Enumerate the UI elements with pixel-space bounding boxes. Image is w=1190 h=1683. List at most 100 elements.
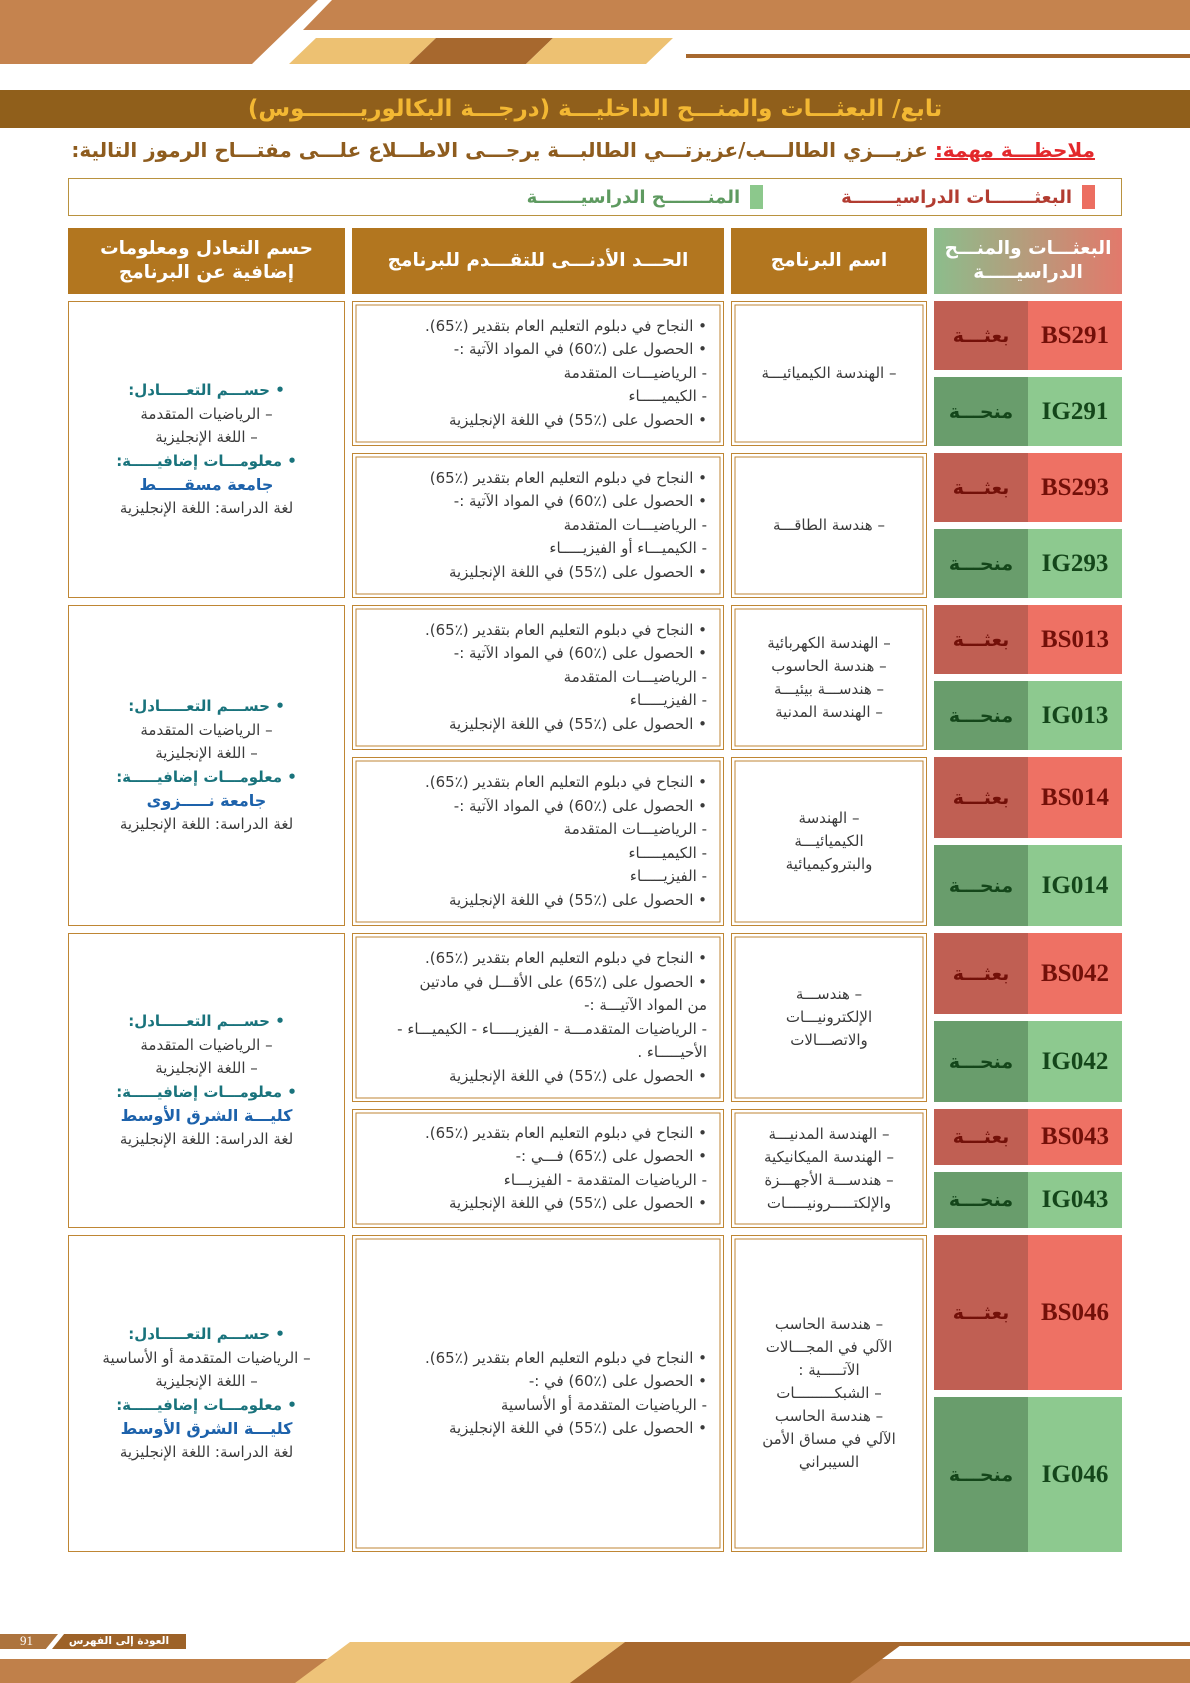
code-type-label: منحـــة [934, 845, 1028, 926]
code-type-label: منحـــة [934, 1172, 1028, 1228]
top-banner-decoration [0, 0, 1190, 64]
tiebreak-subjects: – الرياضيات المتقدمة – اللغة الإنجليزية [140, 720, 273, 763]
tiebreak-heading: • حســـم التعـــــادل: [128, 1012, 285, 1030]
code-value: BS013 [1028, 605, 1122, 674]
code-type-label: منحـــة [934, 1021, 1028, 1102]
program-name-cell: – هندسة الحاسب الآلي في المجـــالات الآت… [731, 1235, 927, 1552]
tiebreak-subjects: – الرياضيات المتقدمة – اللغة الإنجليزية [140, 1035, 273, 1078]
program-name-cell: – هندسة الطاقـــة [731, 453, 927, 598]
code-value: IG291 [1028, 377, 1122, 446]
code-cell-ig014: IG014 منحـــة [934, 845, 1122, 926]
program-name-cell: – الهندسة الكيميائيـــة والبتروكيميائية [731, 757, 927, 926]
code-type-label: بعثـــة [934, 605, 1028, 674]
code-cell-ig043: IG043 منحـــة [934, 1172, 1122, 1228]
code-value: IG293 [1028, 529, 1122, 598]
grant-legend-label: المنـــــــح الدراسيـــــــة [526, 186, 741, 208]
code-type-label: بعثـــة [934, 933, 1028, 1014]
bottom-banner-decoration [0, 1642, 1190, 1683]
extra-info-heading: • معلومـــات إضافيـــــة: [116, 1082, 297, 1101]
institution-name: جامعة مسقـــــط [139, 475, 274, 494]
code-type-label: بعثـــة [934, 301, 1028, 370]
code-value: BS014 [1028, 757, 1122, 838]
tiebreak-cell: • حســـم التعـــــادل: – الرياضيات المتق… [68, 1235, 345, 1552]
code-type-label: منحـــة [934, 529, 1028, 598]
code-value: IG046 [1028, 1397, 1122, 1552]
grant-color-swatch [750, 185, 764, 209]
code-value: IG042 [1028, 1021, 1122, 1102]
study-language: لغة الدراسة: اللغة الإنجليزية [119, 814, 294, 833]
note-text: عزيـــزي الطالـــب/عزيزتـــي الطالبـــة … [71, 138, 935, 162]
note-label: ملاحظـــة مهمة: [934, 138, 1095, 162]
requirements-cell: • النجاح في دبلوم التعليم العام بتقدير (… [352, 1109, 724, 1228]
code-type-label: منحـــة [934, 377, 1028, 446]
code-cell-bs014: BS014 بعثـــة [934, 757, 1122, 838]
programs-table: البعثـــات والمنـــح الدراسيـــــة اسم ا… [68, 228, 1122, 1552]
requirements-cell: • النجاح في دبلوم التعليم العام بتقدير (… [352, 453, 724, 598]
tiebreak-subjects: – الرياضيات المتقدمة – اللغة الإنجليزية [140, 404, 273, 447]
extra-info-heading: • معلومـــات إضافيـــــة: [116, 767, 297, 786]
code-value: IG043 [1028, 1172, 1122, 1228]
scholarship-color-swatch [1082, 185, 1095, 209]
study-language: لغة الدراسة: اللغة الإنجليزية [119, 498, 294, 517]
tiebreak-heading: • حســـم التعـــــادل: [128, 381, 285, 399]
code-value: BS293 [1028, 453, 1122, 522]
program-name-cell: – الهندسة المدنيـــة – الهندسة الميكانيك… [731, 1109, 927, 1228]
page-number-badge: 91 [0, 1634, 58, 1649]
code-cell-bs291: BS291 بعثـــة [934, 301, 1122, 370]
code-cell-ig042: IG042 منحـــة [934, 1021, 1122, 1102]
code-type-label: بعثـــة [934, 1109, 1028, 1165]
tiebreak-heading: • حســـم التعـــــادل: [128, 1325, 285, 1343]
requirements-cell: • النجاح في دبلوم التعليم العام بتقدير (… [352, 301, 724, 446]
program-name-cell: – الهندسة الكيميائيـــة [731, 301, 927, 446]
title-bar: تابع/ البعثـــات والمنـــح الداخليـــة (… [0, 90, 1190, 128]
requirements-cell: • النجاح في دبلوم التعليم العام بتقدير (… [352, 757, 724, 926]
tiebreak-cell: • حســـم التعـــــادل: – الرياضيات المتق… [68, 933, 345, 1228]
header-cell-codes: البعثـــات والمنـــح الدراسيـــــة [934, 228, 1122, 294]
institution-name: جامعة نـــــزوى [146, 791, 267, 810]
code-cell-bs042: BS042 بعثـــة [934, 933, 1122, 1014]
scholarship-legend-label: البعثـــــــات الدراسيـــــــة [841, 186, 1072, 208]
study-language: لغة الدراسة: اللغة الإنجليزية [119, 1129, 294, 1148]
code-type-label: بعثـــة [934, 757, 1028, 838]
code-cell-bs046: BS046 بعثـــة [934, 1235, 1122, 1390]
study-language: لغة الدراسة: اللغة الإنجليزية [119, 1442, 294, 1461]
code-cell-ig291: IG291 منحـــة [934, 377, 1122, 446]
code-type-label: بعثـــة [934, 1235, 1028, 1390]
tiebreak-subjects: – الرياضيات المتقدمة أو الأساسية – اللغة… [102, 1348, 311, 1391]
back-to-index-button[interactable]: العودة إلى الفهرس [52, 1634, 186, 1649]
legend-box: البعثـــــــات الدراسيـــــــة المنـــــ… [68, 178, 1122, 216]
important-note: ملاحظـــة مهمة: عزيـــزي الطالـــب/عزيزت… [71, 138, 1095, 162]
code-value: IG013 [1028, 681, 1122, 750]
code-cell-bs293: BS293 بعثـــة [934, 453, 1122, 522]
code-cell-ig013: IG013 منحـــة [934, 681, 1122, 750]
code-type-label: منحـــة [934, 681, 1028, 750]
requirements-cell: • النجاح في دبلوم التعليم العام بتقدير (… [352, 933, 724, 1102]
tiebreak-cell: • حســـم التعـــــادل: – الرياضيات المتق… [68, 605, 345, 926]
requirements-cell: • النجاح في دبلوم التعليم العام بتقدير (… [352, 1235, 724, 1552]
code-value: BS042 [1028, 933, 1122, 1014]
code-cell-ig293: IG293 منحـــة [934, 529, 1122, 598]
code-type-label: منحـــة [934, 1397, 1028, 1552]
code-value: BS043 [1028, 1109, 1122, 1165]
program-name-cell: – الهندسة الكهربائية – هندسة الحاسوب – ه… [731, 605, 927, 750]
code-value: IG014 [1028, 845, 1122, 926]
code-value: BS046 [1028, 1235, 1122, 1390]
tiebreak-cell: • حســـم التعـــــادل: – الرياضيات المتق… [68, 301, 345, 598]
code-cell-ig046: IG046 منحـــة [934, 1397, 1122, 1552]
code-type-label: بعثـــة [934, 453, 1028, 522]
page-title: تابع/ البعثـــات والمنـــح الداخليـــة (… [247, 96, 943, 122]
header-cell-program-name: اسم البرنامج [731, 228, 927, 294]
program-name-cell: – هندســـة الإلكترونيـــات والاتصـــالات [731, 933, 927, 1102]
extra-info-heading: • معلومـــات إضافيـــــة: [116, 1395, 297, 1414]
tiebreak-heading: • حســـم التعـــــادل: [128, 697, 285, 715]
legend-item-scholarship: البعثـــــــات الدراسيـــــــة [841, 185, 1095, 209]
header-cell-minimum-requirements: الحـــد الأدنـــى للتقـــدم للبرنامج [352, 228, 724, 294]
requirements-cell: • النجاح في دبلوم التعليم العام بتقدير (… [352, 605, 724, 750]
legend-item-grant: المنـــــــح الدراسيـــــــة [527, 185, 764, 209]
code-cell-bs043: BS043 بعثـــة [934, 1109, 1122, 1165]
institution-name: كليـــة الشرق الأوسط [120, 1419, 293, 1438]
institution-name: كليـــة الشرق الأوسط [120, 1106, 293, 1125]
code-value: BS291 [1028, 301, 1122, 370]
header-cell-tiebreak-info: حسم التعادل ومعلومات إضافية عن البرنامج [68, 228, 345, 294]
